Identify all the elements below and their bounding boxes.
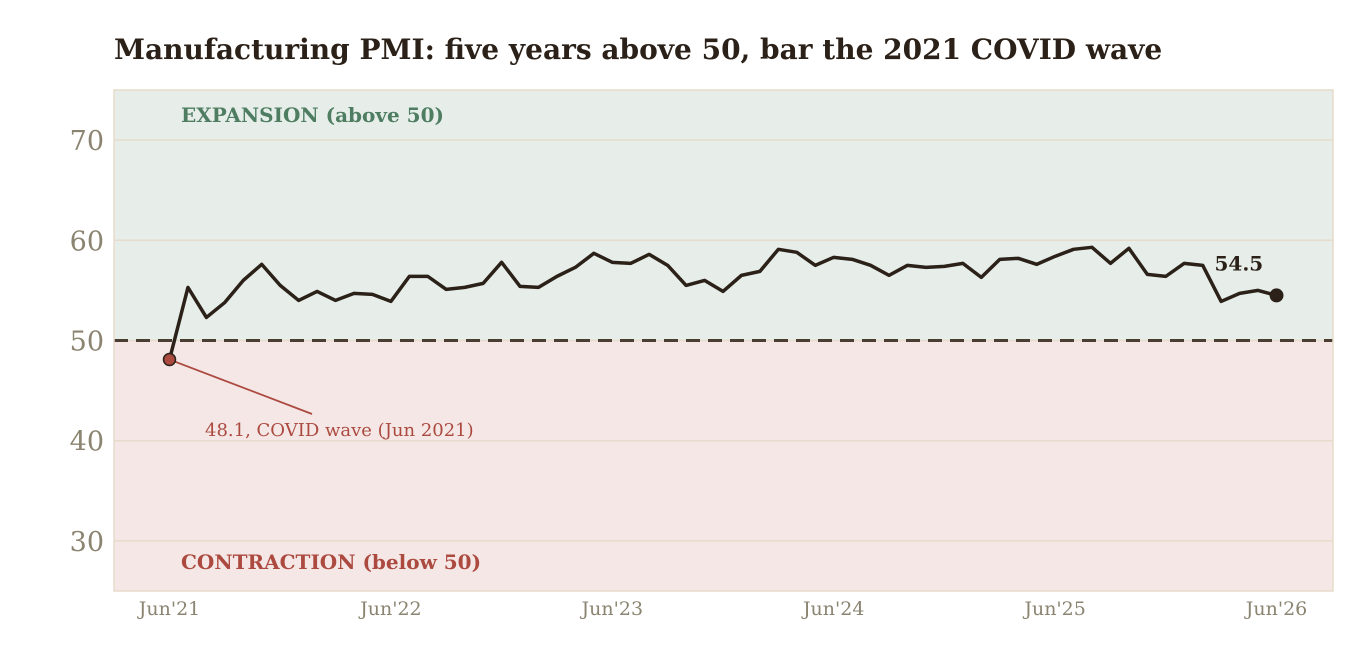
y-tick-label: 60	[70, 226, 104, 257]
latest-value-label: 54.5	[1215, 251, 1264, 275]
contraction-label: CONTRACTION (below 50)	[181, 550, 481, 574]
y-tick-label: 40	[70, 427, 104, 458]
x-tick-label: Jun'25	[1022, 598, 1086, 620]
covid-low-point	[162, 352, 177, 367]
chart-title: Manufacturing PMI: five years above 50, …	[114, 33, 1163, 66]
x-tick-label: Jun'26	[1244, 598, 1308, 620]
x-tick-label: Jun'22	[358, 598, 422, 620]
y-tick-label: 30	[70, 527, 104, 558]
expansion-label: EXPANSION (above 50)	[181, 103, 444, 127]
x-tick-label: Jun'23	[580, 598, 644, 620]
x-tick-label: Jun'21	[137, 598, 201, 620]
contraction-zone	[114, 340, 1333, 591]
annotation-leader-line	[169, 358, 313, 415]
x-tick-label: Jun'24	[801, 598, 865, 620]
x-axis-ticks: Jun'21 Jun'22 Jun'23 Jun'24 Jun'25 Jun'26	[137, 598, 1308, 620]
latest-value-point	[1269, 288, 1284, 303]
pmi-series-line	[167, 245, 1279, 362]
y-tick-label: 50	[70, 327, 104, 358]
y-axis-ticks: 30 40 50 60 70	[70, 126, 104, 558]
y-tick-label: 70	[70, 126, 104, 157]
covid-annotation: 48.1, COVID wave (Jun 2021)	[169, 358, 474, 441]
expansion-zone	[114, 90, 1333, 341]
annotation-text: 48.1, COVID wave (Jun 2021)	[205, 420, 474, 441]
plot-frame	[113, 89, 1334, 592]
